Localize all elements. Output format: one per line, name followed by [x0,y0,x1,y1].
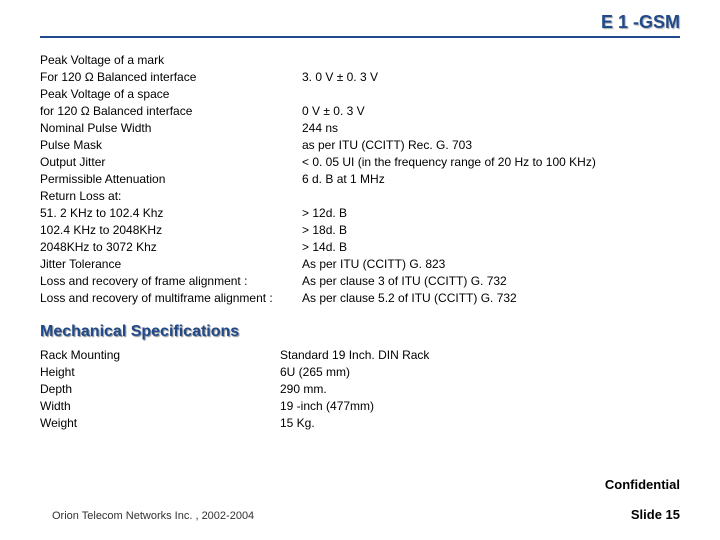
spec-row: Height6U (265 mm) [40,364,680,381]
spec-row: 51. 2 KHz to 102.4 Khz> 12d. B [40,205,680,222]
spec-row: For 120 Ω Balanced interface3. 0 V ± 0. … [40,69,680,86]
spec-label: Permissible Attenuation [40,171,302,188]
spec-value [302,188,680,205]
spec-value: As per clause 5.2 of ITU (CCITT) G. 732 [302,290,680,307]
spec-label: Peak Voltage of a mark [40,52,302,69]
spec-row: 102.4 KHz to 2048KHz> 18d. B [40,222,680,239]
spec-value: < 0. 05 UI (in the frequency range of 20… [302,154,680,171]
spec-label: For 120 Ω Balanced interface [40,69,302,86]
spec-label: Width [40,398,280,415]
spec-row: Loss and recovery of frame alignment :As… [40,273,680,290]
spec-label: Depth [40,381,280,398]
spec-label: Rack Mounting [40,347,280,364]
spec-label: Loss and recovery of frame alignment : [40,273,302,290]
spec-label: 102.4 KHz to 2048KHz [40,222,302,239]
spec-label: Return Loss at: [40,188,302,205]
spec-value [302,52,680,69]
spec-row: Rack MountingStandard 19 Inch. DIN Rack [40,347,680,364]
spec-label: 51. 2 KHz to 102.4 Khz [40,205,302,222]
electrical-specs: Peak Voltage of a mark For 120 Ω Balance… [40,52,680,307]
spec-label: Peak Voltage of a space [40,86,302,103]
spec-value: 290 mm. [280,381,680,398]
content: Peak Voltage of a mark For 120 Ω Balance… [40,52,680,432]
spec-row: for 120 Ω Balanced interface0 V ± 0. 3 V [40,103,680,120]
spec-value: 6 d. B at 1 MHz [302,171,680,188]
spec-label: Pulse Mask [40,137,302,154]
spec-row: Nominal Pulse Width244 ns [40,120,680,137]
spec-value: > 18d. B [302,222,680,239]
spec-row: Jitter ToleranceAs per ITU (CCITT) G. 82… [40,256,680,273]
spec-row: Depth290 mm. [40,381,680,398]
spec-label: Loss and recovery of multiframe alignmen… [40,290,302,307]
spec-label: Jitter Tolerance [40,256,302,273]
spec-value: 15 Kg. [280,415,680,432]
spec-value [302,86,680,103]
spec-value: Standard 19 Inch. DIN Rack [280,347,680,364]
spec-value: 244 ns [302,120,680,137]
spec-value: 3. 0 V ± 0. 3 V [302,69,680,86]
spec-row: Weight15 Kg. [40,415,680,432]
spec-label: for 120 Ω Balanced interface [40,103,302,120]
mechanical-heading: Mechanical Specifications [40,323,680,341]
spec-row: Peak Voltage of a space [40,86,680,103]
spec-row: 2048KHz to 3072 Khz> 14d. B [40,239,680,256]
spec-label: Weight [40,415,280,432]
footer-company: Orion Telecom Networks Inc. , 2002-2004 [52,510,254,522]
spec-row: Pulse Maskas per ITU (CCITT) Rec. G. 703 [40,137,680,154]
spec-row: Peak Voltage of a mark [40,52,680,69]
spec-label: Nominal Pulse Width [40,120,302,137]
spec-value: > 12d. B [302,205,680,222]
spec-value: 19 -inch (477mm) [280,398,680,415]
spec-row: Loss and recovery of multiframe alignmen… [40,290,680,307]
spec-row: Permissible Attenuation6 d. B at 1 MHz [40,171,680,188]
spec-label: 2048KHz to 3072 Khz [40,239,302,256]
spec-value: as per ITU (CCITT) Rec. G. 703 [302,137,680,154]
spec-row: Output Jitter< 0. 05 UI (in the frequenc… [40,154,680,171]
spec-label: Output Jitter [40,154,302,171]
spec-row: Return Loss at: [40,188,680,205]
spec-row: Width19 -inch (477mm) [40,398,680,415]
confidential-label: Confidential [605,477,680,492]
slide-number: Slide 15 [631,507,680,522]
page-title: E 1 -GSM [601,12,680,32]
spec-value: 0 V ± 0. 3 V [302,103,680,120]
mechanical-specs: Rack MountingStandard 19 Inch. DIN Rack … [40,347,680,432]
spec-value: 6U (265 mm) [280,364,680,381]
spec-value: As per clause 3 of ITU (CCITT) G. 732 [302,273,680,290]
spec-value: As per ITU (CCITT) G. 823 [302,256,680,273]
header-bar: E 1 -GSM [40,12,680,38]
spec-value: > 14d. B [302,239,680,256]
spec-label: Height [40,364,280,381]
